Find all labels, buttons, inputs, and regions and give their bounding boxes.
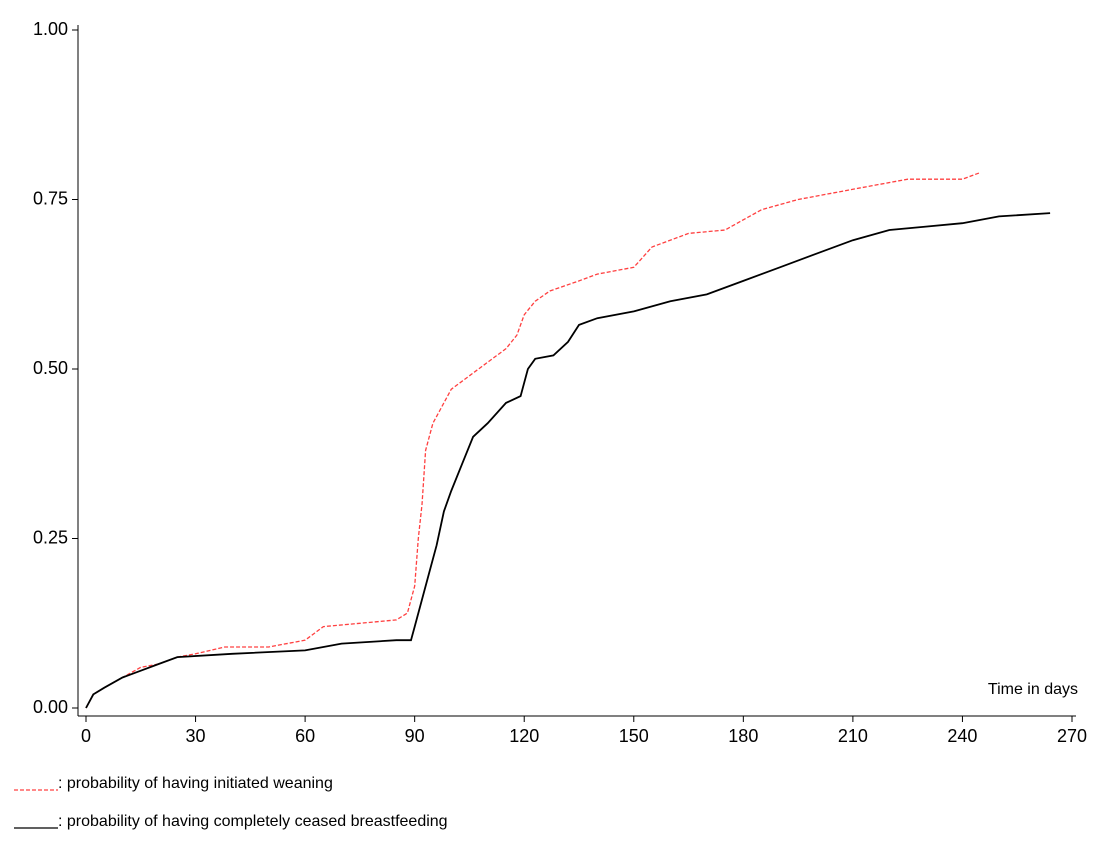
x-tick-label: 0 (81, 726, 91, 746)
x-tick-label: 150 (619, 726, 649, 746)
legend-label: : probability of having initiated weanin… (58, 775, 333, 792)
legend-label: : probability of having completely cease… (58, 813, 448, 830)
x-tick-label: 120 (509, 726, 539, 746)
x-axis-label: Time in days (988, 681, 1078, 698)
x-tick-label: 30 (186, 726, 206, 746)
y-tick-label: 0.50 (33, 358, 68, 378)
x-tick-label: 90 (405, 726, 425, 746)
x-tick-label: 210 (838, 726, 868, 746)
series-line (85, 171, 981, 709)
y-tick-label: 0.00 (33, 697, 68, 717)
x-tick-label: 60 (295, 726, 315, 746)
x-tick-label: 270 (1057, 726, 1087, 746)
y-tick-label: 1.00 (33, 19, 68, 39)
y-tick-label: 0.25 (33, 527, 68, 547)
x-tick-label: 240 (947, 726, 977, 746)
x-tick-label: 180 (728, 726, 758, 746)
y-tick-label: 0.75 (33, 188, 68, 208)
series-line (85, 212, 1051, 709)
